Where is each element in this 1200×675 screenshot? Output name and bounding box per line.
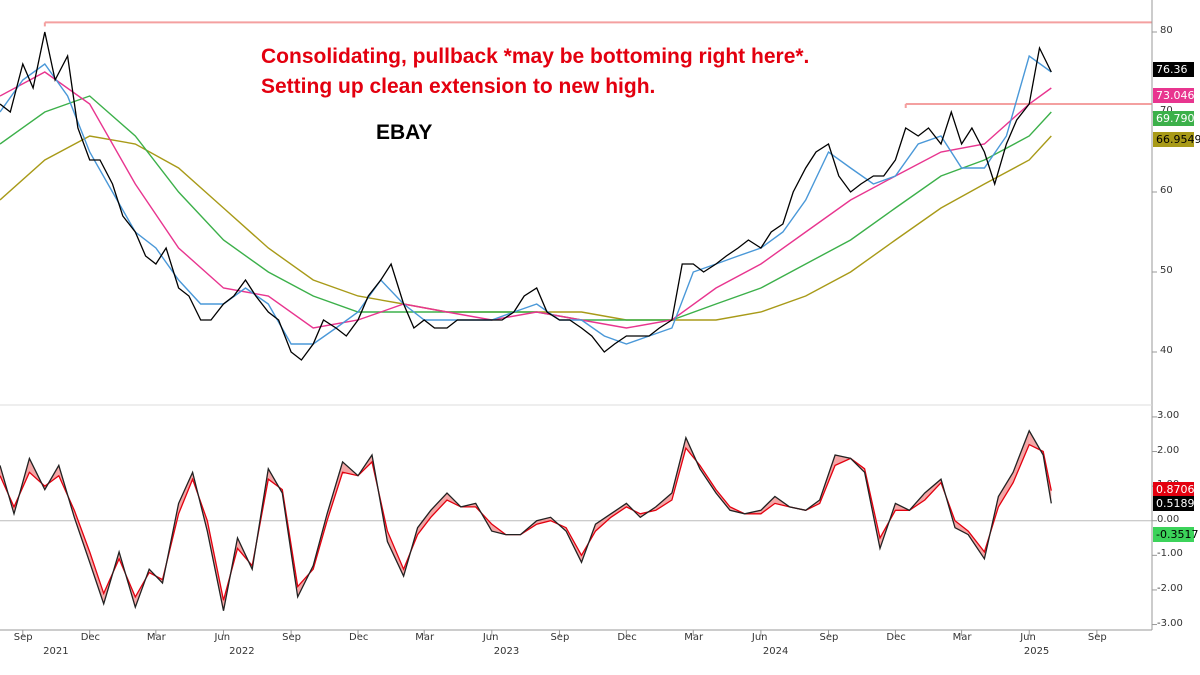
osc-ytick-label: -2.00	[1157, 582, 1183, 594]
price-ytick-label: 60	[1160, 185, 1173, 196]
xtick-label: Sep	[282, 632, 301, 643]
xtick-label: Jun	[1020, 632, 1036, 643]
osc-ytick-label: -3.00	[1157, 617, 1183, 629]
price-series	[0, 31, 1052, 361]
xtick-label: Mar	[146, 632, 166, 643]
ma-olive-line	[0, 135, 1052, 321]
year-label: 2024	[762, 646, 789, 657]
osc-ytick-label: -1.00	[1157, 548, 1183, 560]
oscillator-fill-segment	[536, 517, 551, 525]
xtick-label: Jun	[482, 632, 499, 643]
oscillator-series	[0, 429, 1052, 611]
xtick-label: Dec	[886, 632, 906, 643]
ma-green-line	[0, 95, 1052, 321]
osc-last-value-tag: -0.3517	[1153, 527, 1198, 542]
xtick-label: Mar	[415, 632, 435, 643]
xtick-label: Jun	[751, 632, 768, 643]
xtick-label: Sep	[1087, 632, 1107, 643]
osc-ytick-label: 2.00	[1157, 444, 1180, 456]
oscillator-fill-segment	[955, 520, 969, 535]
xtick-label: Mar	[684, 632, 704, 643]
annotation-line-2: Setting up clean extension to new high.	[261, 75, 656, 98]
oscillator-fill-segment	[1013, 430, 1030, 483]
oscillator-fill-segment	[417, 510, 431, 535]
ma-pink-line	[0, 71, 1052, 329]
oscillator-line	[0, 429, 1052, 611]
fast-ma-line	[0, 54, 1052, 345]
price-line	[0, 31, 1052, 361]
year-label: 2021	[43, 646, 69, 657]
oscillator-fill-segment	[387, 531, 404, 577]
annotation-line-1: Consolidating, pullback *may be bottomin…	[261, 45, 810, 68]
xtick-label: Dec	[617, 632, 637, 643]
price-ytick-label: 40	[1160, 345, 1173, 356]
price-last-value-tag: 69.7907	[1153, 111, 1200, 126]
year-label: 2022	[229, 646, 255, 657]
year-label: 2023	[493, 646, 520, 657]
xtick-label: Dec	[349, 632, 369, 643]
price-last-value-tag: 73.0465	[1153, 88, 1200, 103]
oscillator-fill-segment	[89, 551, 104, 604]
osc-ytick-label: 0.00	[1157, 513, 1180, 525]
price-last-value-tag: 66.9549	[1153, 132, 1200, 147]
xtick-label: Sep	[550, 632, 570, 643]
oscillator-signal-line	[0, 443, 1052, 601]
xtick-label: Mar	[952, 632, 972, 643]
xtick-label: Jun	[214, 632, 231, 643]
osc-ytick-label: 3.00	[1157, 409, 1180, 421]
oscillator-fill-segment	[595, 513, 611, 532]
xtick-label: Sep	[13, 632, 33, 643]
oscillator-fill-segment	[610, 503, 627, 518]
oscillator-fill-segment	[998, 472, 1014, 507]
oscillator-fill-segment	[430, 493, 447, 518]
xtick-label: Sep	[819, 632, 839, 643]
price-last-value-tag: 76.36	[1153, 62, 1194, 77]
ticker-label: EBAY	[376, 121, 433, 144]
price-ytick-label: 50	[1160, 265, 1173, 276]
year-label: 2025	[1023, 646, 1050, 657]
price-ytick-label: 80	[1160, 25, 1173, 36]
price-ytick-label: 70	[1160, 105, 1173, 116]
osc-last-value-tag: 0.8706	[1153, 482, 1195, 497]
osc-last-value-tag: 0.5189	[1153, 496, 1195, 511]
xtick-label: Dec	[80, 632, 101, 643]
